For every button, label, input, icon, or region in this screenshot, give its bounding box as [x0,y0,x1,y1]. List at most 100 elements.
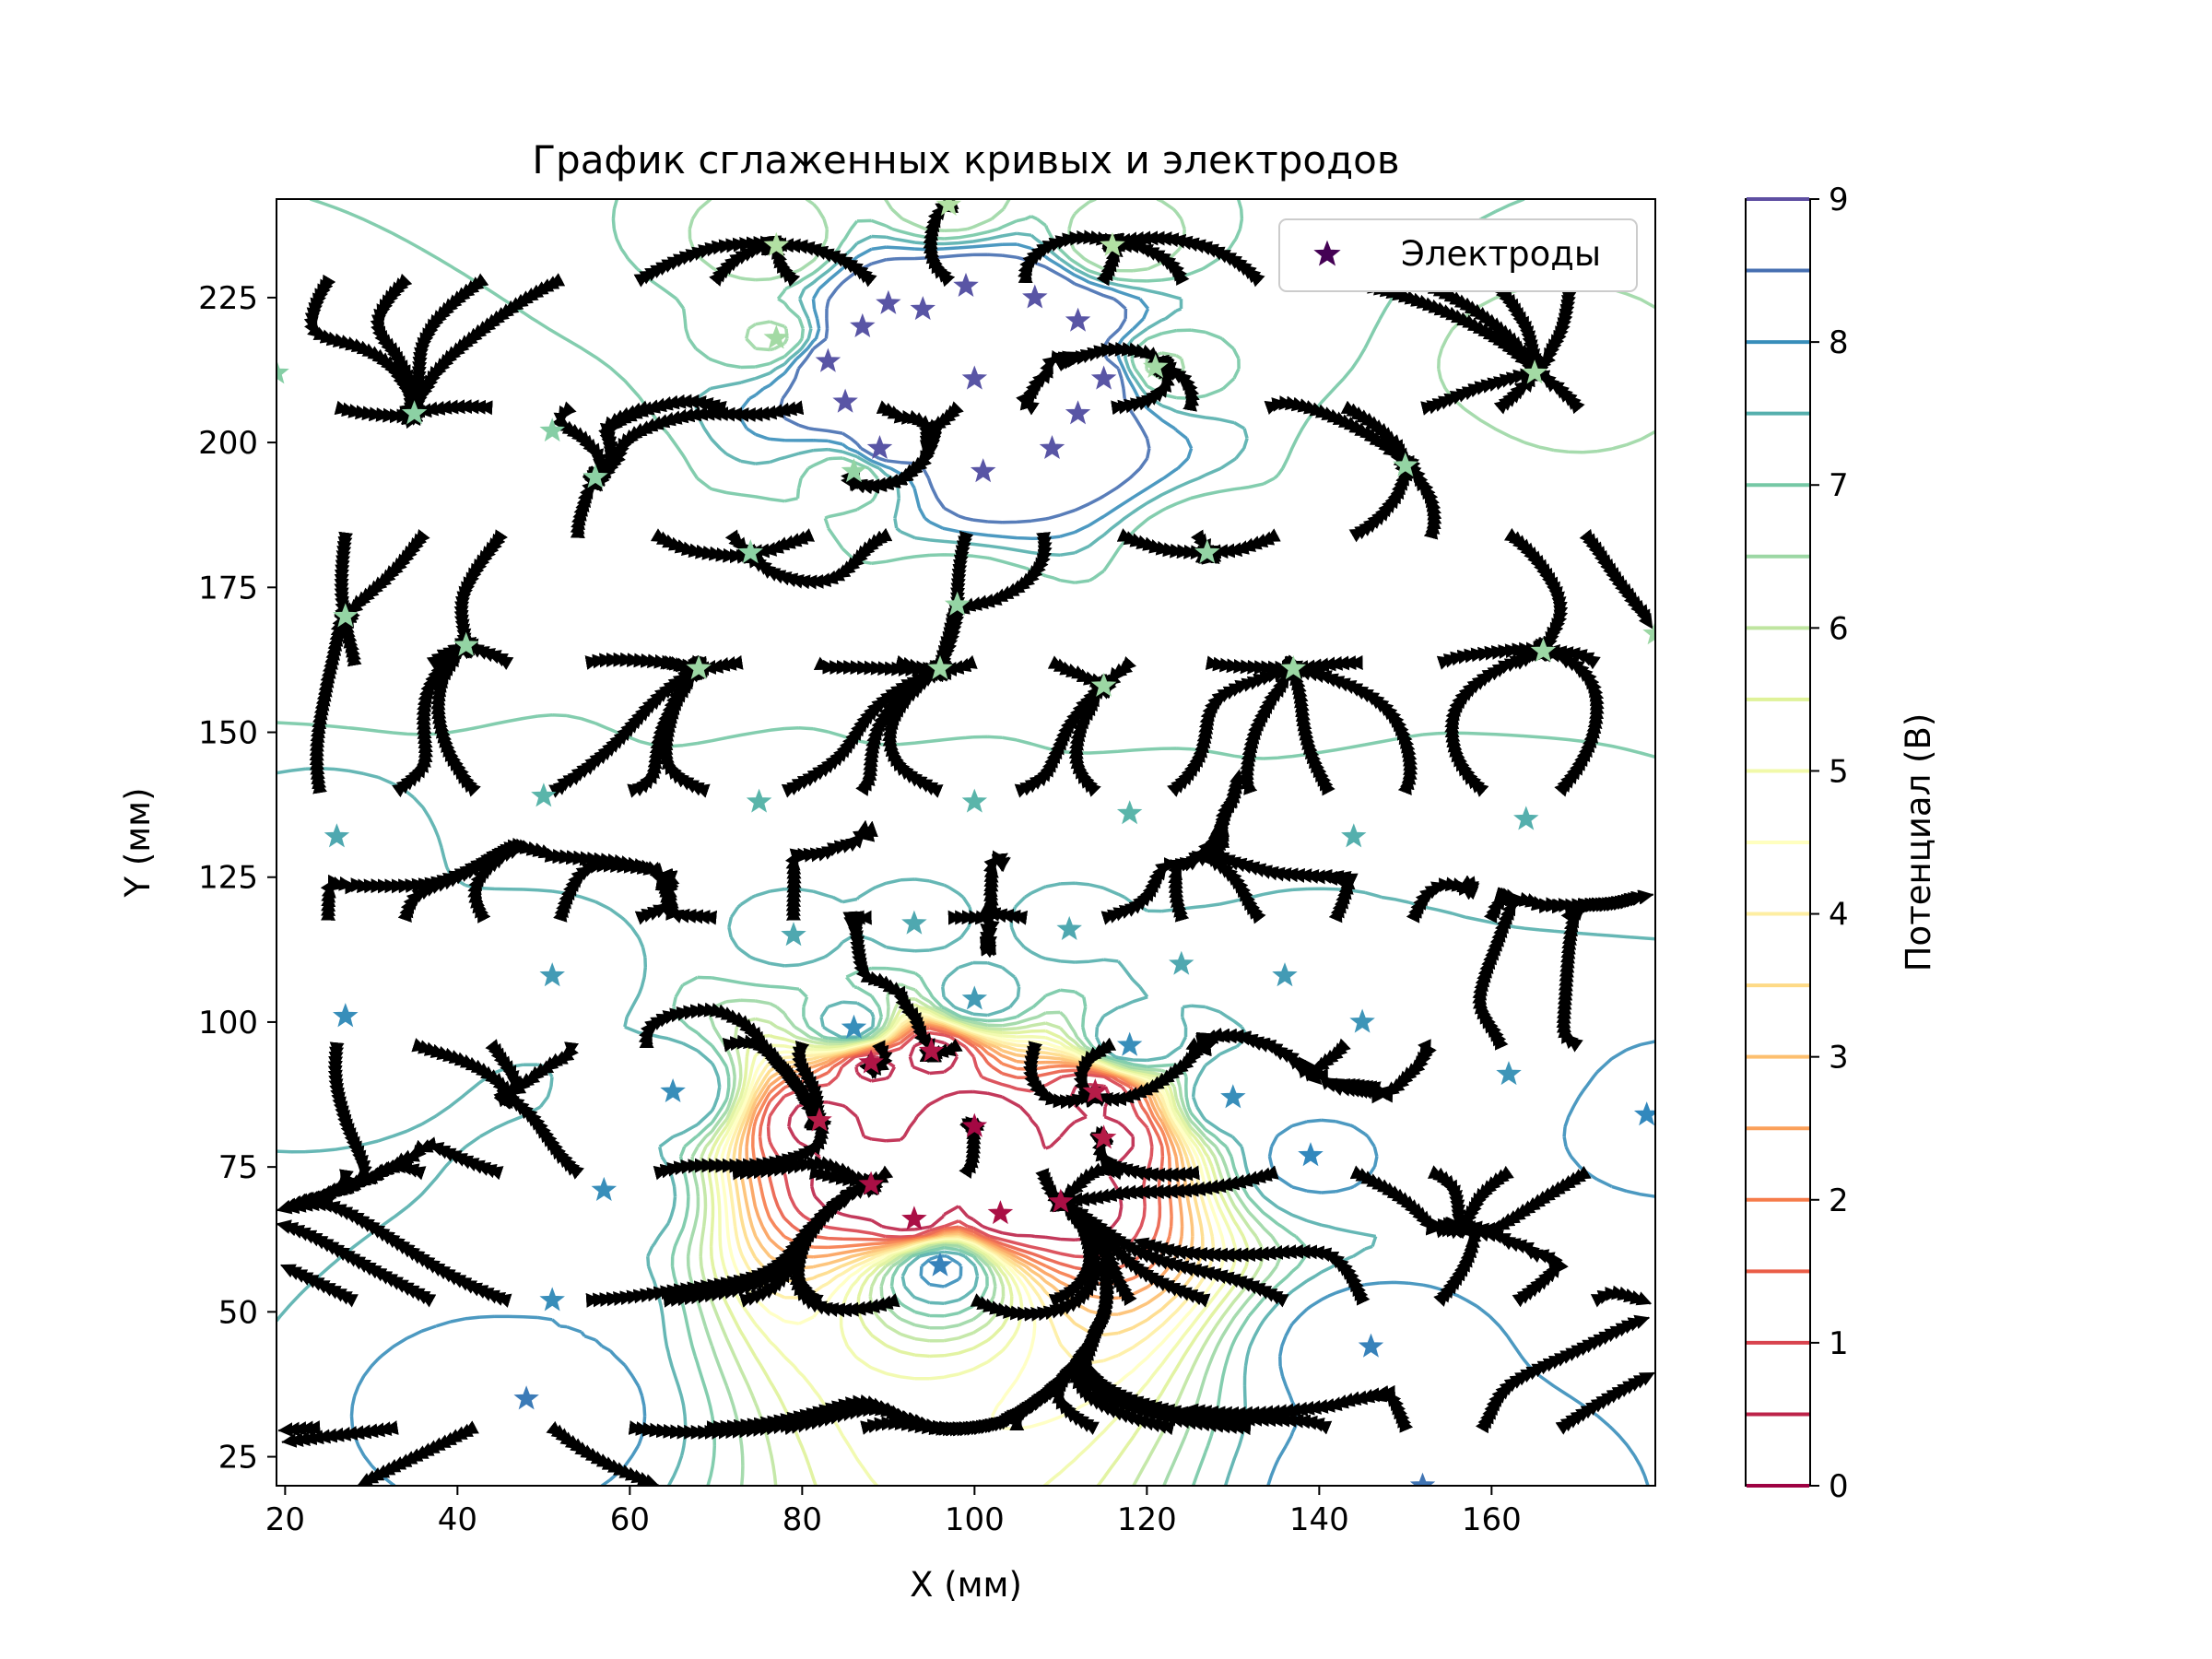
electrode-marker [539,418,565,442]
colorbar-tick-label: 6 [1829,610,1849,647]
streamline [334,400,425,426]
streamline [1167,657,1305,797]
streamline [842,910,935,1054]
electrode-marker [686,654,712,680]
streamline [978,850,1029,925]
electrode-marker [591,1176,618,1201]
streamline [1560,889,1653,924]
streamline [284,1196,512,1308]
streamline [1427,1165,1469,1240]
streamline [1205,655,1304,680]
y-tick-label: 125 [198,860,258,897]
electrode-marker [1496,1061,1522,1086]
electrode-marker [1513,806,1539,830]
electrode-marker [333,1003,359,1028]
plot-frame [276,198,1656,1487]
y-tick-label: 150 [198,715,258,752]
streamline [1483,887,1654,924]
streamline [399,273,489,425]
streamline [276,1219,437,1308]
streamline [634,868,679,925]
electrode-marker [531,782,557,807]
y-tick-label: 175 [198,570,258,606]
x-tick-label: 20 [265,1501,305,1538]
electrode-marker [1022,284,1048,309]
electrode-marker [832,388,858,413]
electrode-marker [746,788,772,813]
streamline [789,1190,900,1318]
streamline [1133,1237,1371,1306]
streamline [1556,892,1644,1053]
streamline [1348,455,1421,543]
streamline [1068,675,1114,797]
electrode-marker [953,272,979,297]
electrode-marker [910,296,935,321]
electrode-marker [333,603,359,628]
colorbar-label: Потенциал (В) [1899,713,1938,972]
streamline [1100,813,1230,925]
streamline [277,1420,321,1438]
electrode-marker [763,231,790,256]
electrode-marker [935,199,962,216]
streamline [1525,276,1577,381]
colorbar: 0 1 2 3 4 5 6 7 8 9 Потенциал (В) [1745,182,1938,1505]
colorbar-tick-label: 8 [1829,324,1849,361]
streamline [553,857,680,923]
colorbar-tick-label: 9 [1829,182,1849,218]
streamline [1555,1371,1655,1435]
electrode-marker [866,434,893,460]
electrode-marker [660,1077,686,1103]
x-axis-label: X (мм) [910,1565,1022,1605]
electrode-marker [1280,654,1307,680]
streamline [1349,1165,1463,1239]
electrode-marker [737,539,763,564]
colorbar-tick-label: 5 [1829,753,1849,790]
streamline [584,652,708,681]
electrode-marker [1220,1084,1246,1109]
colorbar-tick-label: 2 [1829,1182,1849,1219]
contour-layer [276,199,1655,1486]
streamline [929,532,1053,679]
x-tick-label: 100 [945,1501,1005,1538]
x-tick-label: 120 [1117,1501,1177,1538]
colorbar-levels [1747,197,1809,1488]
streamline [1016,341,1176,416]
streamline [1198,828,1359,924]
y-tick-label: 225 [198,280,258,317]
streamline [357,1420,479,1486]
streamline [1503,527,1569,662]
streamline [1447,1165,1514,1237]
electrode-marker [453,631,479,656]
streamline [1447,1214,1569,1308]
electrode-marker [582,464,608,488]
electrode-marker [1116,800,1143,825]
streamline [546,1420,660,1486]
electrode-marker [1393,452,1418,477]
y-axis-ticks: 25 50 75 100 125 150 175 200 225 [198,280,276,1477]
plot-area [276,199,1655,1486]
electrode-marker [539,1287,565,1312]
streamline [1239,656,1307,795]
electrode-marker [1349,1008,1375,1033]
streamline [280,1264,359,1308]
streamline [309,610,354,794]
streamline [855,657,951,796]
electrode-marker [1082,1077,1108,1103]
streamline [493,1041,579,1108]
streamline [303,274,422,425]
streamline [1067,1277,1175,1436]
streamline [1475,1314,1651,1434]
electrode-marker [1056,915,1082,940]
electrode-marker [1090,365,1117,390]
electrode-marker [858,1049,884,1074]
streamline [740,527,893,590]
electrode-marker [1090,1124,1117,1149]
electrode-marker [806,1107,832,1132]
streamline [467,840,665,924]
legend-label: Электроды [1401,234,1601,274]
streamline [1590,1285,1653,1308]
contour-line [778,253,1151,524]
electrode-marker [970,458,996,483]
electrode-marker [781,922,806,947]
streamline [1116,528,1220,564]
